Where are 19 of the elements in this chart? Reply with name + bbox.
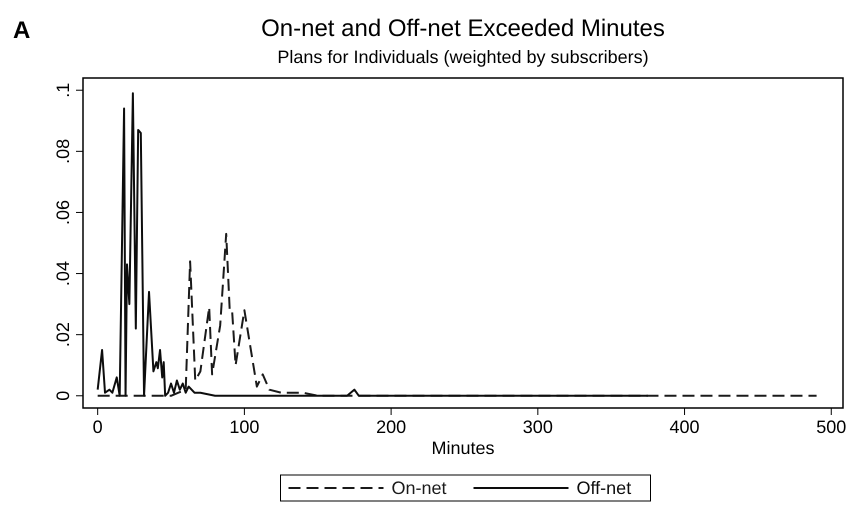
x-tick-label: 100 <box>229 417 260 437</box>
x-tick-label: 200 <box>376 417 406 437</box>
text: A <box>13 17 30 44</box>
y-tick-label: .04 <box>53 261 73 286</box>
text: Off-net <box>576 478 632 498</box>
line-series <box>96 92 649 397</box>
x-tick-label: 0 <box>92 417 103 437</box>
x-tick-label: 300 <box>522 417 553 437</box>
x-tick-label: 500 <box>816 417 846 437</box>
y-tick-label: .1 <box>53 82 73 98</box>
y-tick-label: .08 <box>53 138 73 164</box>
x-tick-label: 400 <box>670 417 700 437</box>
y-tick-label: .06 <box>53 200 73 225</box>
x-axis-title: Minutes <box>431 438 495 458</box>
chart-title: On-net and Off-net Exceeded Minutes <box>261 15 665 42</box>
text: On-net <box>392 478 447 498</box>
y-tick-label: 0 <box>53 390 73 401</box>
chart-subtitle: Plans for Individuals (weighted by subscribers) <box>277 47 649 67</box>
y-tick-label: .02 <box>53 322 73 348</box>
